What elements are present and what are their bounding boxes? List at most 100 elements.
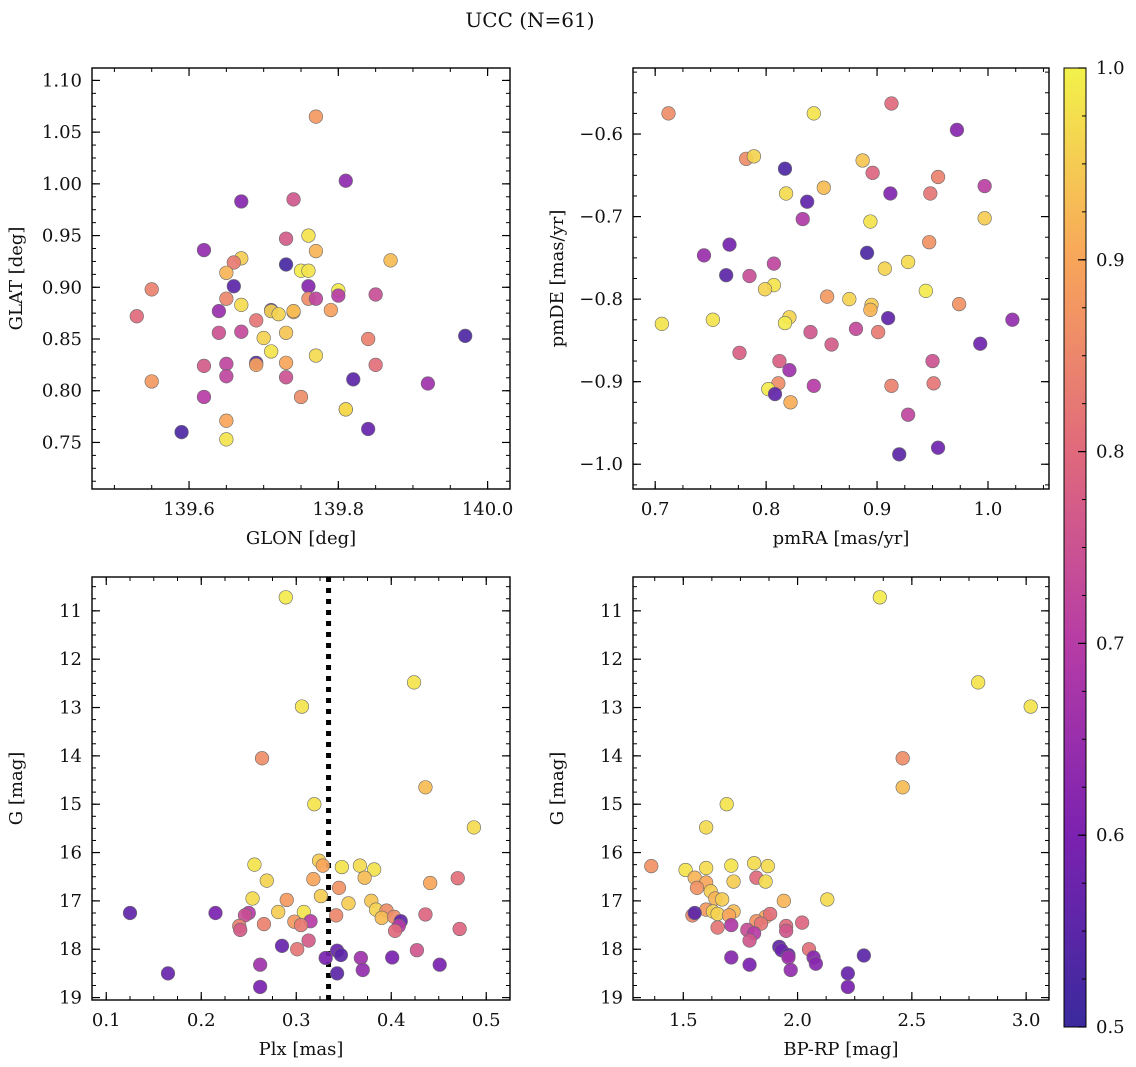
data-point	[696, 248, 712, 263]
data-point	[308, 291, 324, 306]
x-tick-label: 0.5	[472, 1010, 501, 1031]
data-point	[219, 369, 234, 384]
data-point	[766, 256, 781, 271]
y-axis-label: G [mag]	[6, 752, 27, 825]
data-point	[925, 353, 940, 369]
data-point	[724, 858, 739, 873]
y-tick-label: 15	[600, 794, 623, 815]
data-point	[331, 880, 347, 895]
data-point	[383, 253, 398, 268]
data-point	[452, 921, 467, 937]
data-point	[219, 413, 234, 428]
data-point	[208, 905, 223, 921]
y-tick-label: −0.8	[579, 289, 623, 310]
data-point	[308, 109, 324, 124]
data-point	[840, 979, 855, 995]
y-axis-label: G [mag]	[547, 752, 568, 825]
data-point	[253, 979, 268, 995]
y-tick-label: 17	[59, 891, 82, 912]
data-point	[361, 421, 376, 437]
y-tick-label: 11	[600, 601, 623, 622]
x-axis-label: BP-RP [mag]	[783, 1039, 898, 1060]
data-point	[144, 282, 159, 297]
data-point	[294, 699, 310, 714]
data-point	[776, 893, 791, 908]
y-tick-label: 1.05	[42, 122, 82, 143]
y-tick-label: 1.00	[42, 174, 82, 195]
x-tick-label: 0.1	[92, 1010, 121, 1031]
data-point	[406, 675, 422, 690]
y-tick-label: 12	[59, 649, 82, 670]
data-point	[922, 235, 937, 250]
data-point	[753, 916, 769, 931]
plot-frame	[91, 67, 511, 490]
data-point	[901, 254, 916, 270]
data-point	[977, 211, 992, 226]
pmra-pmde-ticks: 0.7 0.8 0.9 1.0 −1.0 −0.9 −0.8 −0.7 −0.6	[579, 68, 1049, 520]
colorbar-tick-label: 0.6	[1096, 825, 1125, 846]
y-axis-label: GLAT [deg]	[6, 227, 27, 331]
data-point	[760, 858, 775, 874]
data-point	[286, 303, 301, 319]
data-point	[278, 355, 294, 370]
data-point	[450, 871, 465, 886]
data-point	[253, 957, 268, 972]
y-tick-label: 14	[59, 746, 82, 767]
data-point	[323, 302, 338, 318]
panel-bprp-g: 1.5 2.0 2.5 3.0 11 12 13 14 15 16 17 18 19 BP-RP [mag…	[547, 576, 1050, 1060]
data-point	[777, 161, 793, 176]
colorbar-tick-label: 0.7	[1096, 633, 1125, 654]
data-point	[1005, 312, 1020, 327]
y-tick-label: 15	[59, 794, 82, 815]
y-tick-label: 16	[59, 843, 82, 864]
data-point	[329, 908, 344, 923]
data-point	[949, 122, 965, 138]
data-point	[219, 356, 234, 371]
data-point	[926, 376, 941, 391]
data-point	[129, 309, 144, 324]
data-point	[301, 263, 316, 278]
data-point	[122, 905, 138, 921]
data-point	[286, 192, 301, 207]
y-tick-label: 14	[600, 746, 623, 767]
data-point	[301, 279, 316, 294]
data-point	[777, 315, 793, 331]
y-tick-label: −1.0	[579, 454, 623, 475]
data-point	[781, 950, 796, 965]
data-point	[923, 186, 938, 201]
data-point	[758, 874, 773, 889]
data-point	[783, 962, 798, 978]
data-point	[732, 345, 747, 360]
data-point	[783, 395, 798, 410]
data-point	[824, 337, 839, 352]
data-point	[249, 313, 264, 328]
glon-glat-ticks: 139.6 139.8 140.0 0.75 0.80 0.85 0.90 0.95 1.00 1…	[42, 68, 513, 520]
x-axis-label: Plx [mas]	[259, 1039, 344, 1060]
data-point	[971, 675, 986, 690]
data-point	[661, 106, 676, 121]
data-point	[724, 917, 739, 933]
data-point	[747, 856, 762, 871]
panel-glon-glat: 139.6 139.8 140.0 0.75 0.80 0.85 0.90 0.95 1.00 1…	[6, 67, 513, 549]
data-point	[892, 447, 907, 462]
data-point	[808, 956, 823, 971]
data-point	[881, 311, 896, 326]
data-point	[234, 297, 249, 312]
data-point	[763, 906, 778, 922]
data-point	[368, 287, 383, 302]
data-point	[160, 966, 176, 981]
data-point	[331, 288, 346, 303]
data-point	[719, 268, 734, 283]
data-point	[872, 590, 887, 605]
data-point	[368, 357, 383, 372]
data-point	[279, 892, 294, 908]
data-point	[341, 896, 356, 911]
data-point	[219, 265, 234, 280]
colorbar-tick-label: 0.5	[1096, 1017, 1125, 1038]
colorbar-tick-label: 0.8	[1096, 442, 1125, 463]
data-point	[338, 402, 353, 417]
figure-title: UCC (N=61)	[465, 8, 594, 32]
data-point	[418, 907, 433, 922]
y-tick-label: 0.80	[42, 381, 82, 402]
